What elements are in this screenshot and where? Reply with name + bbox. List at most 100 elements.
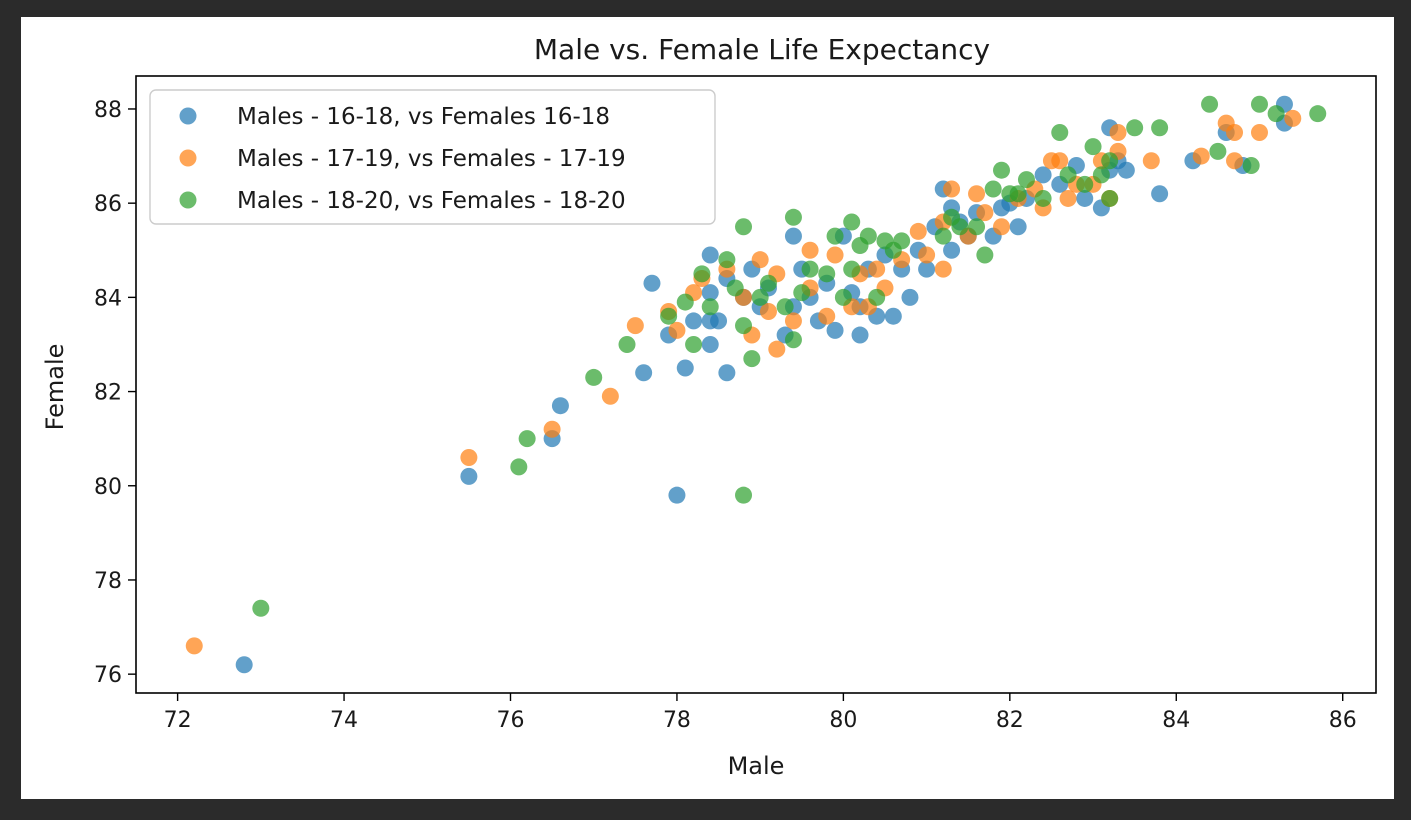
data-point (884, 307, 902, 325)
data-point (585, 368, 603, 386)
data-point (735, 218, 753, 236)
data-point (735, 486, 753, 504)
legend-marker (179, 149, 197, 167)
data-point (1226, 152, 1244, 170)
data-point (943, 241, 961, 259)
data-point (968, 185, 986, 203)
x-axis: 72 74 76 78 80 82 84 86 (164, 693, 1357, 733)
data-point (1250, 124, 1268, 142)
data-point (909, 222, 927, 240)
data-point (818, 265, 836, 283)
data-point (743, 350, 761, 368)
data-point (252, 599, 270, 617)
data-point (784, 208, 802, 226)
data-point (1192, 147, 1210, 165)
legend-box (149, 89, 716, 225)
data-point (701, 246, 719, 264)
data-point (1126, 119, 1144, 137)
x-axis-label: Male (728, 752, 785, 780)
data-point (1017, 171, 1035, 189)
y-axis: 76 78 80 82 84 86 88 (94, 98, 136, 688)
data-point (793, 284, 811, 302)
data-point (826, 246, 844, 264)
data-point (976, 204, 994, 222)
data-point (784, 331, 802, 349)
data-point (1101, 152, 1119, 170)
legend-label: Males - 16-18, vs Females 16-18 (237, 104, 610, 130)
y-tick-label: 80 (94, 475, 122, 500)
data-point (1109, 124, 1127, 142)
y-tick-label: 82 (94, 381, 122, 406)
data-point (668, 321, 686, 339)
data-point (859, 227, 877, 245)
data-point (834, 288, 852, 306)
data-point (1309, 105, 1327, 123)
legend-label: Males - 18-20, vs Females - 18-20 (237, 188, 626, 214)
data-point (601, 387, 619, 405)
data-point (1101, 189, 1119, 207)
data-point (635, 364, 653, 382)
legend-marker (179, 191, 197, 209)
data-point (718, 251, 736, 269)
data-point (768, 340, 786, 358)
data-point (460, 467, 478, 485)
data-point (1242, 156, 1260, 174)
data-point (726, 279, 744, 297)
data-point (1009, 185, 1027, 203)
y-tick-label: 86 (94, 192, 122, 217)
data-point (801, 241, 819, 259)
data-point (918, 260, 936, 278)
data-point (1284, 109, 1302, 127)
data-point (893, 232, 911, 250)
data-point (1059, 166, 1077, 184)
data-point (1076, 189, 1094, 207)
points-layer (185, 95, 1327, 674)
data-point (710, 312, 728, 330)
data-point (934, 227, 952, 245)
data-point (976, 246, 994, 264)
data-point (1151, 185, 1169, 203)
data-point (735, 317, 753, 335)
data-point (618, 335, 636, 353)
data-point (843, 213, 861, 231)
data-point (643, 274, 661, 292)
data-point (543, 420, 561, 438)
data-point (676, 293, 694, 311)
data-point (968, 218, 986, 236)
y-tick-label: 76 (94, 663, 122, 688)
data-point (1226, 124, 1244, 142)
data-point (751, 288, 769, 306)
data-point (843, 260, 861, 278)
figure-canvas: Male vs. Female Life Expectancy 72 74 76 78… (21, 17, 1394, 799)
data-point (1059, 189, 1077, 207)
data-point (1084, 138, 1102, 156)
x-tick-label: 76 (496, 708, 524, 733)
y-tick-label: 78 (94, 569, 122, 594)
data-point (826, 227, 844, 245)
data-point (943, 180, 961, 198)
data-point (1151, 119, 1169, 137)
data-point (1092, 166, 1110, 184)
scatter-chart: Male vs. Female Life Expectancy 72 74 76 78… (41, 33, 1377, 780)
x-tick-label: 80 (829, 708, 857, 733)
data-point (993, 218, 1011, 236)
data-point (701, 284, 719, 302)
data-point (784, 227, 802, 245)
data-point (185, 637, 203, 655)
x-tick-label: 78 (663, 708, 691, 733)
chart-title: Male vs. Female Life Expectancy (534, 33, 990, 66)
data-point (1051, 152, 1069, 170)
data-point (851, 326, 869, 344)
data-point (235, 656, 253, 674)
data-point (784, 312, 802, 330)
data-point (918, 246, 936, 264)
data-point (1034, 166, 1052, 184)
x-tick-label: 82 (996, 708, 1024, 733)
data-point (1076, 175, 1094, 193)
data-point (551, 397, 569, 415)
series-3 (252, 95, 1327, 617)
legend-label: Males - 17-19, vs Females - 17-19 (237, 146, 626, 172)
x-tick-label: 74 (330, 708, 358, 733)
data-point (951, 218, 969, 236)
data-point (1267, 105, 1285, 123)
